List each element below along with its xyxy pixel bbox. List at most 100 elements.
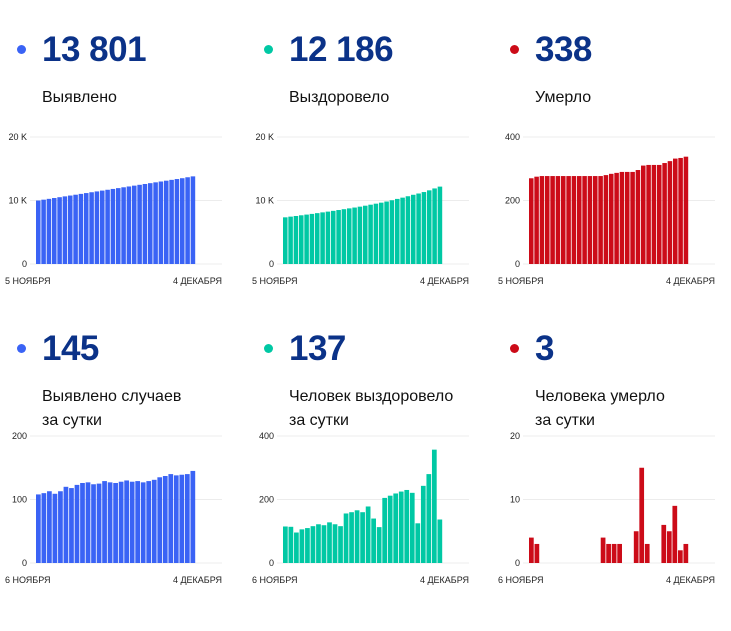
bar — [598, 176, 603, 264]
bar — [180, 178, 185, 264]
bar — [118, 481, 124, 563]
bar — [325, 211, 331, 264]
bar — [283, 526, 288, 563]
stat-label: Выявлено — [42, 86, 117, 110]
y-tick-label: 0 — [269, 259, 274, 269]
bar — [321, 525, 327, 563]
x-tick-label: 4 ДЕКАБРЯ — [666, 575, 715, 585]
y-tick-label: 200 — [259, 495, 274, 505]
bar — [657, 164, 662, 264]
panel-deaths-daily: 3 Человека умерло за сутки 0 10 20 6 НОЯБРЯ 4 … — [493, 299, 731, 599]
stat-label: Выявлено случаев за сутки — [42, 385, 181, 433]
stat-label-line: Умерло — [535, 89, 592, 106]
y-tick-label: 10 K — [255, 196, 274, 206]
bar — [539, 176, 545, 264]
y-tick-label: 0 — [22, 259, 27, 269]
bar — [80, 482, 85, 563]
bar — [293, 215, 299, 264]
bar — [349, 512, 354, 563]
bar — [593, 176, 598, 264]
bar — [299, 215, 304, 264]
bar — [405, 196, 411, 264]
stat-label-line: за сутки — [42, 412, 102, 429]
legend-dot-icon — [510, 344, 519, 353]
bar — [571, 176, 577, 264]
bar — [126, 186, 132, 264]
bar — [91, 484, 96, 563]
bar — [58, 491, 63, 563]
bar — [157, 477, 163, 563]
bar — [316, 524, 321, 563]
bar — [534, 176, 539, 264]
bar — [309, 213, 315, 264]
bar — [606, 543, 611, 563]
bar — [603, 175, 609, 264]
bar — [678, 157, 683, 264]
bar — [327, 522, 332, 563]
bar — [416, 193, 421, 264]
bar — [46, 198, 52, 264]
x-tick-label: 5 НОЯБРЯ — [498, 276, 544, 286]
bar — [305, 528, 310, 563]
bar — [132, 185, 137, 264]
legend-dot-icon — [264, 45, 273, 54]
bar — [52, 198, 57, 264]
bar — [107, 482, 113, 563]
bar — [347, 208, 352, 264]
legend-dot-icon — [17, 344, 26, 353]
bar — [140, 482, 146, 563]
bar — [639, 467, 645, 563]
bar — [78, 193, 84, 264]
bar — [635, 170, 641, 264]
y-tick-label: 0 — [515, 259, 520, 269]
bar — [96, 483, 102, 563]
legend-dot-icon — [17, 45, 26, 54]
bar — [185, 177, 190, 264]
bar — [89, 192, 94, 264]
bar — [683, 543, 689, 563]
stat-label-line: Выявлено случаев — [42, 388, 182, 405]
bar — [341, 209, 347, 264]
bar — [587, 176, 593, 264]
bar — [299, 529, 305, 563]
bar — [169, 179, 174, 264]
panel-deaths-total: 338 Умерло 0 200 400 5 НОЯБРЯ 4 ДЕКАБРЯ — [493, 0, 731, 300]
bar — [373, 203, 379, 264]
bar — [121, 187, 126, 264]
bar — [673, 158, 678, 264]
y-tick-label: 20 — [510, 431, 520, 441]
bar — [41, 199, 46, 264]
bar — [683, 156, 689, 264]
bar-chart: 0 200 400 5 НОЯБРЯ 4 ДЕКАБРЯ — [498, 132, 715, 286]
bar — [102, 481, 107, 563]
bar — [74, 484, 80, 563]
bar — [174, 179, 180, 264]
bar — [633, 531, 639, 563]
bar — [371, 518, 376, 563]
stat-label: Человек выздоровело за сутки — [289, 385, 453, 433]
bar — [427, 190, 432, 264]
bar — [158, 181, 164, 264]
bar — [437, 186, 443, 264]
bar — [582, 176, 587, 264]
y-tick-label: 20 K — [255, 132, 274, 142]
bar — [85, 482, 91, 563]
bar — [662, 163, 667, 264]
stat-label-line: Выявлено — [42, 89, 117, 106]
bar — [190, 176, 196, 264]
bar — [304, 214, 309, 264]
stat-label: Умерло — [535, 86, 591, 110]
bar — [62, 196, 68, 264]
bar — [105, 189, 110, 264]
bar — [84, 193, 89, 264]
bar — [153, 182, 158, 264]
bar — [395, 198, 400, 264]
bar — [534, 543, 540, 563]
bar — [644, 543, 650, 563]
x-tick-label: 4 ДЕКАБРЯ — [420, 575, 469, 585]
bar — [630, 171, 635, 264]
bar — [545, 176, 550, 264]
bar-chart: 0 100 200 6 НОЯБРЯ 4 ДЕКАБРЯ — [5, 431, 222, 585]
bar — [398, 491, 404, 563]
bar — [404, 489, 410, 563]
